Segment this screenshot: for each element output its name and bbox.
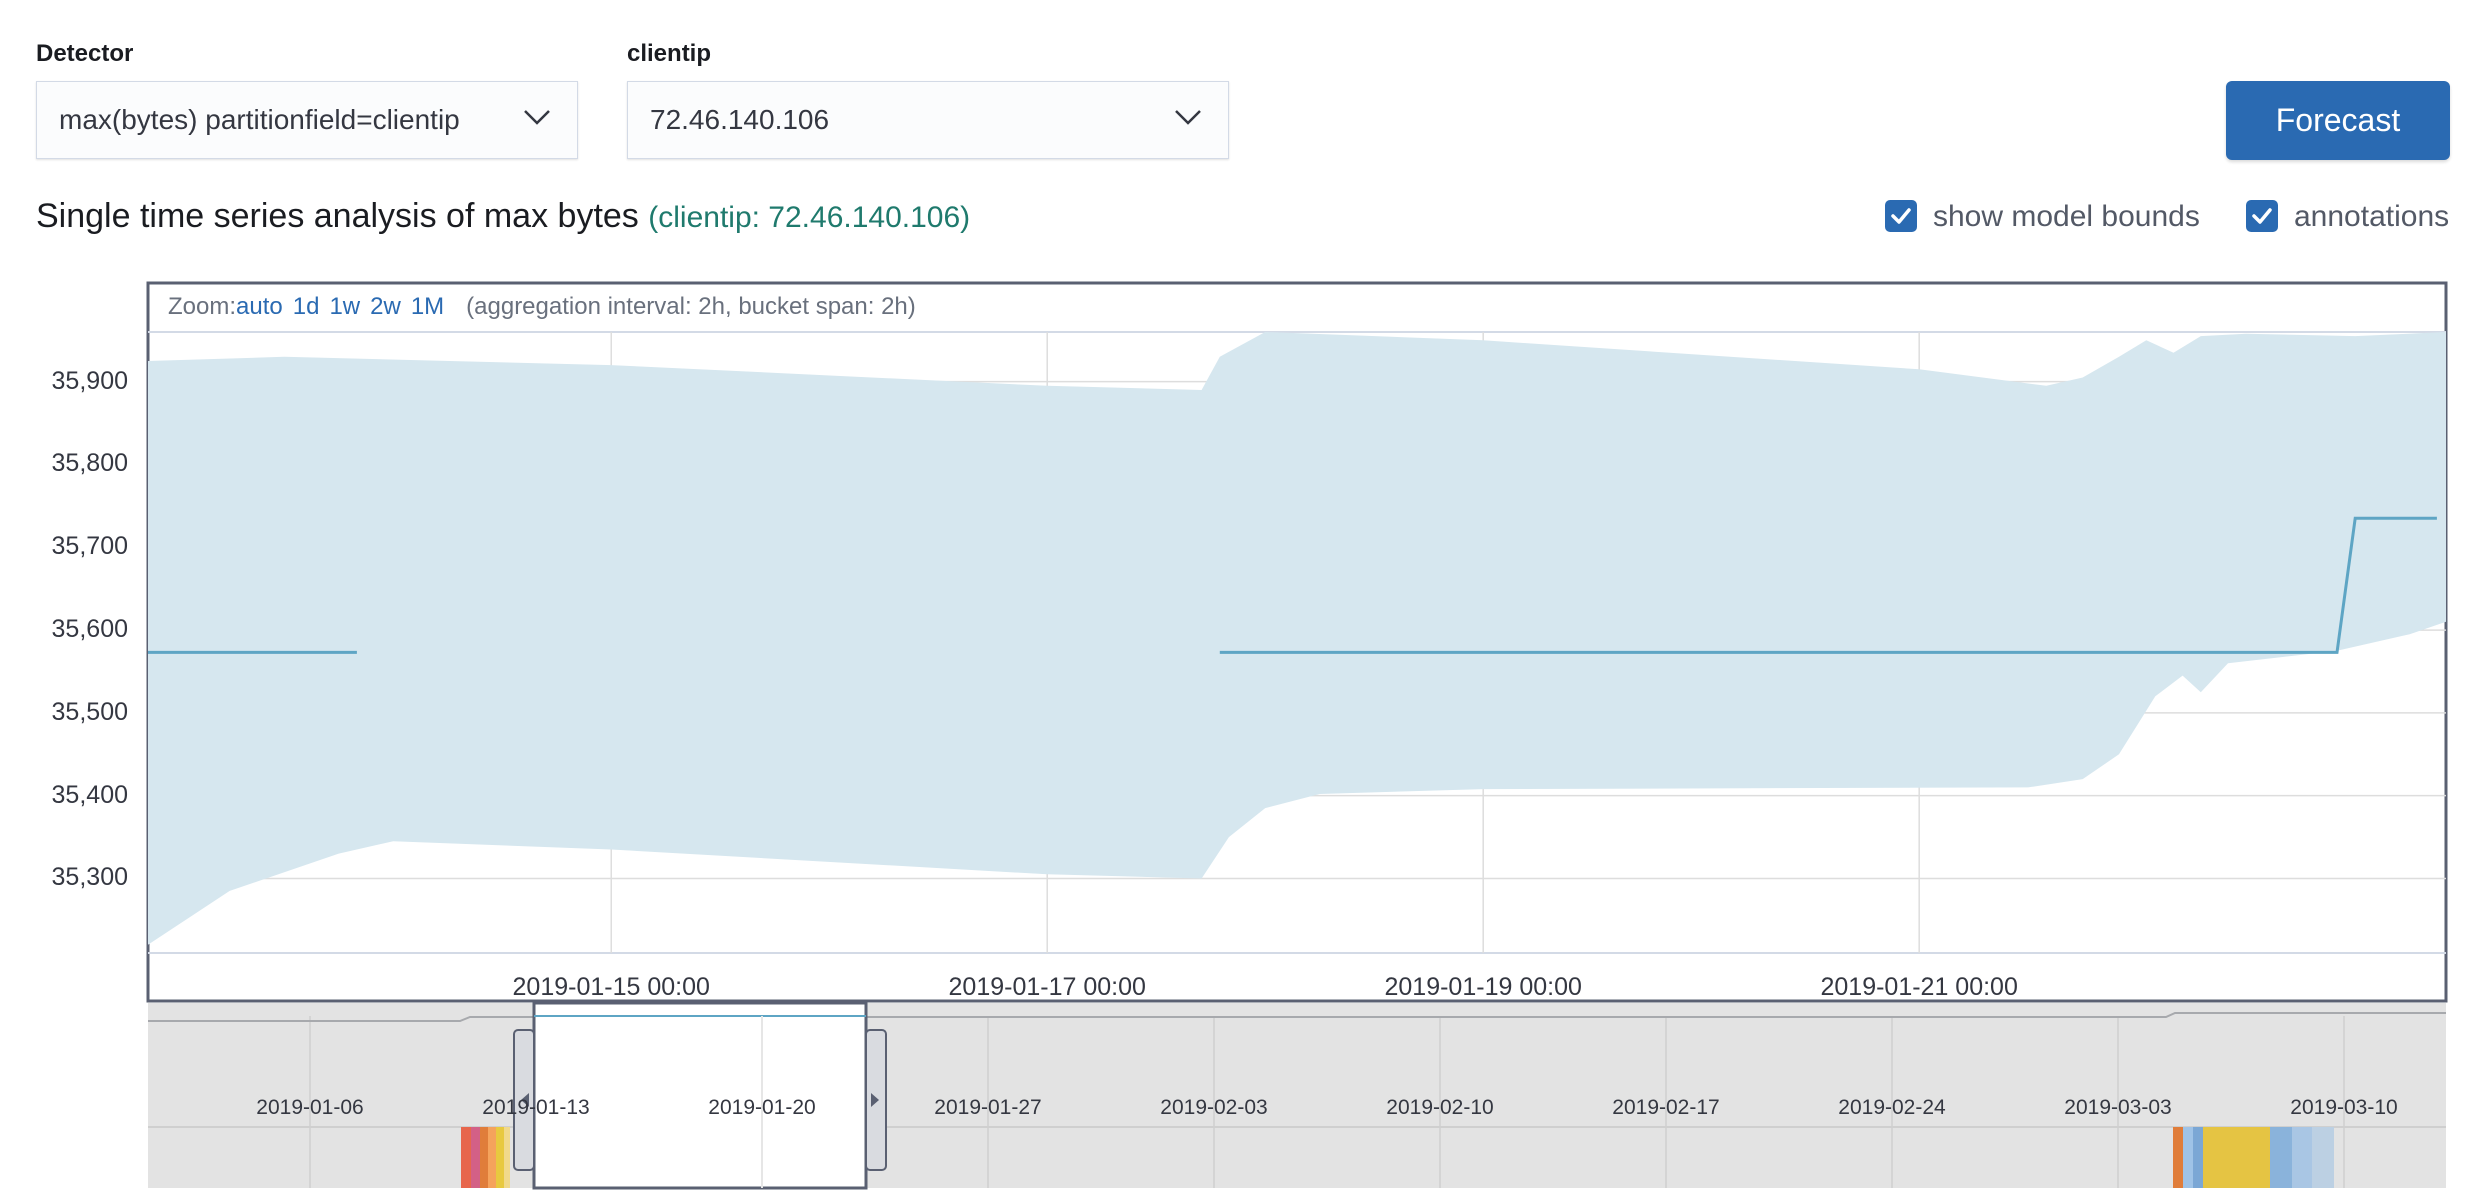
y-tick-label: 35,500 <box>51 697 128 726</box>
chart-title: Single time series analysis of max bytes… <box>36 197 970 236</box>
zoom-auto-link[interactable]: auto <box>236 293 283 320</box>
context-tick-label: 2019-02-24 <box>1838 1096 1946 1119</box>
context-tick-label: 2019-02-10 <box>1386 1096 1494 1119</box>
zoom-2w-link[interactable]: 2w <box>370 293 401 320</box>
anomaly-swimlane-right <box>2173 1127 2334 1188</box>
show-model-bounds-checkbox[interactable] <box>1885 200 1917 232</box>
forecast-button[interactable]: Forecast <box>2226 81 2450 160</box>
annotations-checkbox[interactable] <box>2246 200 2278 232</box>
context-tick-label: 2019-03-03 <box>2064 1096 2172 1119</box>
context-tick-label: 2019-01-13 <box>482 1096 590 1119</box>
chart-title-text: Single time series analysis of max bytes <box>36 197 639 235</box>
detector-value: max(bytes) partitionfield=clientip <box>59 104 460 135</box>
y-tick-label: 35,800 <box>51 449 128 478</box>
check-icon <box>1891 208 1911 224</box>
check-icon <box>2252 208 2272 224</box>
x-tick-label: 2019-01-21 00:00 <box>1820 973 2018 1001</box>
zoom-label: Zoom: <box>168 293 237 320</box>
context-tick-label: 2019-02-03 <box>1160 1096 1268 1119</box>
x-tick-label: 2019-01-15 00:00 <box>512 973 710 1001</box>
context-tick-label: 2019-01-20 <box>708 1096 816 1119</box>
chevron-down-icon <box>1175 110 1201 125</box>
context-tick-label: 2019-01-27 <box>934 1096 1042 1119</box>
clientip-select[interactable]: 72.46.140.106 <box>627 81 1229 159</box>
y-tick-label: 35,600 <box>51 615 128 644</box>
brush-right-handle[interactable] <box>865 1029 887 1171</box>
context-tick-label: 2019-02-17 <box>1612 1096 1720 1119</box>
zoom-1d-link[interactable]: 1d <box>292 293 320 320</box>
zoom-1w-link[interactable]: 1w <box>329 293 361 320</box>
detector-select[interactable]: max(bytes) partitionfield=clientip <box>36 81 578 159</box>
series-line <box>148 516 2437 654</box>
x-tick-label: 2019-01-19 00:00 <box>1384 973 1582 1001</box>
brush-selection[interactable] <box>532 1001 868 1190</box>
entity-label: (clientip: 72.46.140.106) <box>648 201 971 234</box>
context-tick-label: 2019-03-10 <box>2290 1096 2398 1119</box>
brush-left-handle[interactable] <box>513 1029 535 1171</box>
context-series-line <box>148 1012 2446 1022</box>
show-model-bounds-label[interactable]: show model bounds <box>1933 200 2200 233</box>
y-tick-label: 35,700 <box>51 532 128 561</box>
annotations-label[interactable]: annotations <box>2294 200 2450 233</box>
clientip-value: 72.46.140.106 <box>650 104 830 135</box>
aggregation-info: (aggregation interval: 2h, bucket span: … <box>466 293 916 320</box>
model-bounds-area <box>148 332 2446 945</box>
context-tick-label: 2019-01-06 <box>256 1096 364 1119</box>
y-tick-label: 35,400 <box>51 780 128 809</box>
x-tick-label: 2019-01-17 00:00 <box>948 973 1146 1001</box>
series-line-segment <box>1219 516 2437 654</box>
zoom-1m-link[interactable]: 1M <box>410 293 445 320</box>
anomaly-swimlane-left <box>461 1127 510 1188</box>
zoom-bar: Zoom:auto 1d 1w 2w 1M (aggregation interval: … <box>168 293 916 321</box>
clientip-label: clientip <box>627 40 712 67</box>
y-tick-label: 35,900 <box>51 366 128 395</box>
chevron-down-icon <box>524 110 550 125</box>
y-tick-label: 35,300 <box>51 863 128 892</box>
detector-label: Detector <box>36 40 134 67</box>
